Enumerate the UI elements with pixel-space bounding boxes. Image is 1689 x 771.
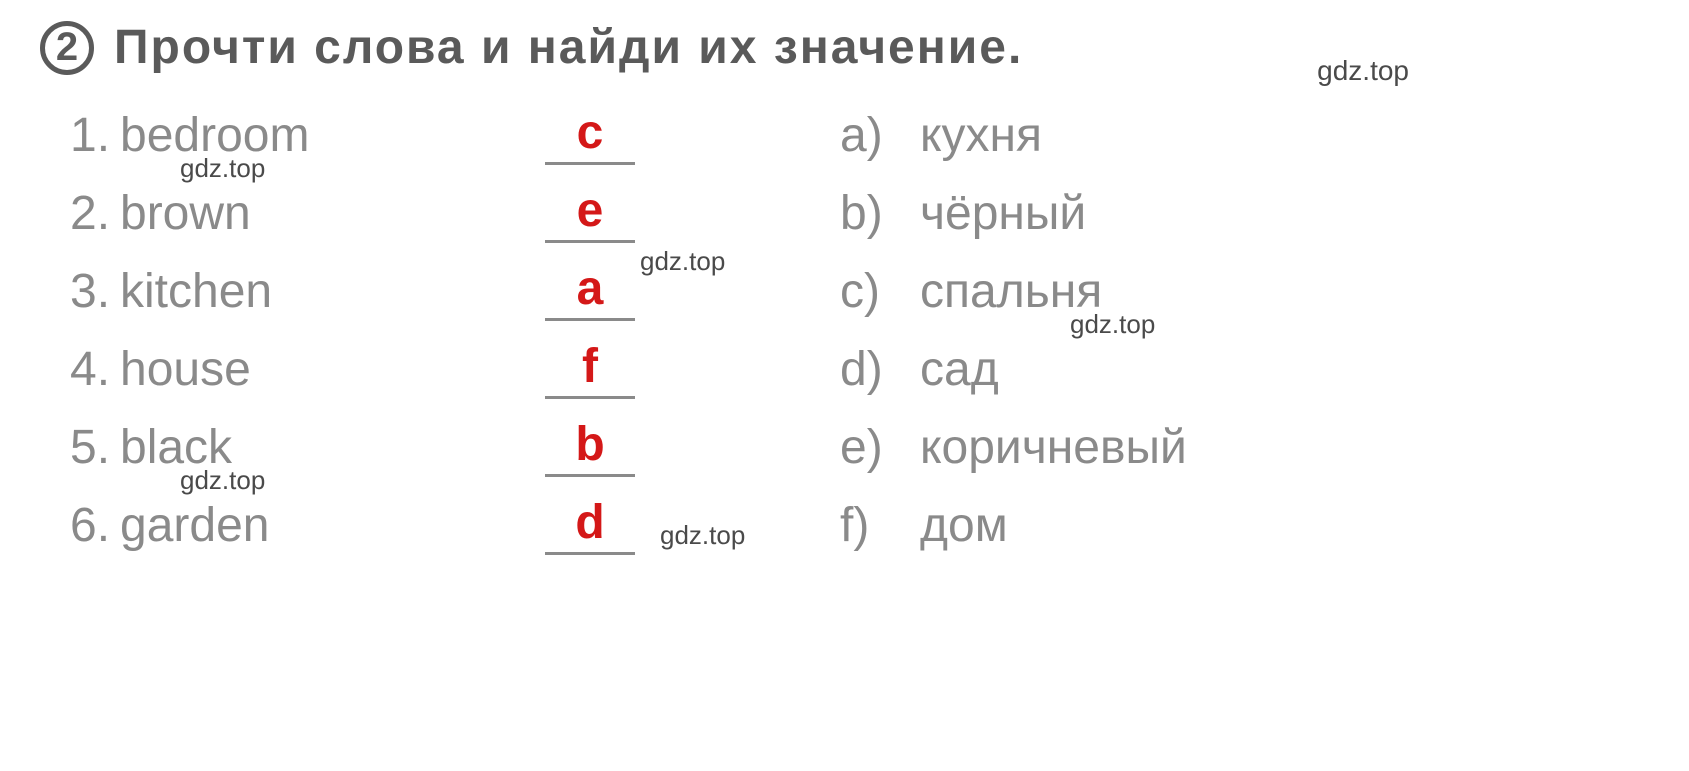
russian-word: коричневый (920, 420, 1187, 475)
english-word: kitchen (120, 264, 272, 319)
answer-column: c (520, 105, 660, 165)
item-number: 5. (40, 420, 120, 475)
option-letter: c) (840, 264, 920, 319)
russian-column: e) коричневый (840, 420, 1187, 475)
row-4: 4. house f d) сад gdz.top (40, 339, 1649, 399)
russian-column: f) дом (840, 498, 1008, 553)
watermark-inline: gdz.top (660, 520, 745, 551)
answer-column: a gdz.top (520, 261, 660, 321)
exercise-content: 1. bedroom c a) кухня 2. brown e b) чёрн… (40, 105, 1649, 555)
watermark-inline: gdz.top (640, 246, 725, 277)
russian-word: дом (920, 498, 1008, 553)
english-word: garden (120, 498, 269, 553)
answer-letter: b (545, 417, 635, 477)
option-letter: d) (840, 342, 920, 397)
russian-column: a) кухня (840, 108, 1042, 163)
item-number: 1. (40, 108, 120, 163)
answer-letter: d (545, 495, 635, 555)
english-column: 6. garden (40, 498, 520, 553)
item-number: 6. (40, 498, 120, 553)
answer-letter: e (545, 183, 635, 243)
answer-column: d (520, 495, 660, 555)
russian-word: чёрный (920, 186, 1086, 241)
answer-column: e (520, 183, 660, 243)
english-column: 5. black (40, 420, 520, 475)
option-letter: b) (840, 186, 920, 241)
english-column: 1. bedroom (40, 108, 520, 163)
russian-column: b) чёрный (840, 186, 1086, 241)
item-number: 2. (40, 186, 120, 241)
english-column: 4. house (40, 342, 520, 397)
option-letter: a) (840, 108, 920, 163)
row-2: 2. brown e b) чёрный gdz.top (40, 183, 1649, 243)
watermark-inline: gdz.top (180, 465, 265, 496)
watermark-inline: gdz.top (1070, 309, 1155, 340)
english-column: 2. brown (40, 186, 520, 241)
row-6: 6. garden d f) дом gdz.top gdz.top (40, 495, 1649, 555)
item-number: 4. (40, 342, 120, 397)
russian-word: кухня (920, 108, 1042, 163)
answer-letter: a (545, 261, 635, 321)
russian-column: c) спальня (840, 264, 1102, 319)
item-number: 3. (40, 264, 120, 319)
answer-letter: f (545, 339, 635, 399)
russian-word: сад (920, 342, 999, 397)
row-3: 3. kitchen a gdz.top c) спальня (40, 261, 1649, 321)
option-letter: e) (840, 420, 920, 475)
answer-letter: c (545, 105, 635, 165)
exercise-number: 2 (56, 25, 78, 70)
exercise-title: Прочти слова и найди их значение. (114, 20, 1023, 75)
watermark-top: gdz.top (1317, 55, 1409, 87)
row-1: 1. bedroom c a) кухня (40, 105, 1649, 165)
answer-column: b (520, 417, 660, 477)
answer-column: f (520, 339, 660, 399)
english-word: house (120, 342, 251, 397)
russian-column: d) сад (840, 342, 999, 397)
row-5: 5. black b e) коричневый (40, 417, 1649, 477)
option-letter: f) (840, 498, 920, 553)
exercise-number-circle: 2 (40, 21, 94, 75)
english-word: brown (120, 186, 251, 241)
watermark-inline: gdz.top (180, 153, 265, 184)
english-column: 3. kitchen (40, 264, 520, 319)
